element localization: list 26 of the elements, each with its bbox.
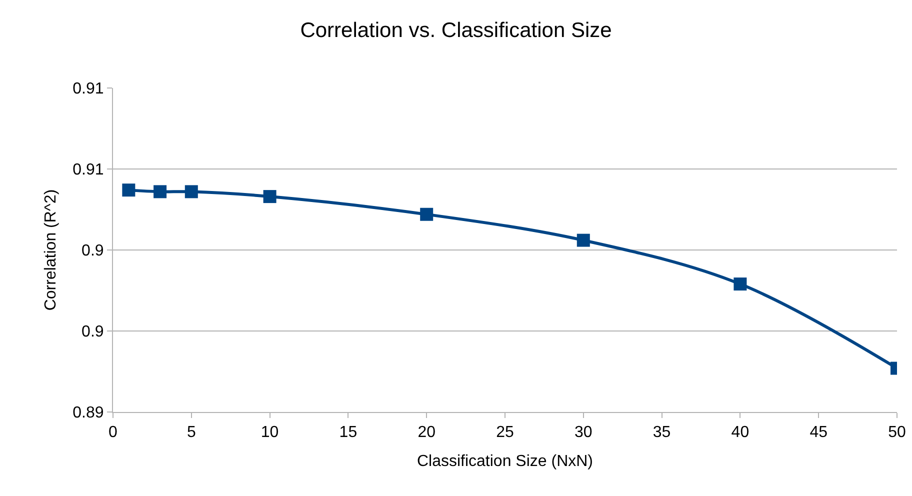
x-tick-label: 10 — [260, 424, 279, 442]
point — [154, 185, 167, 198]
x-tick-label: 30 — [574, 424, 592, 442]
x-tick-label: 35 — [652, 424, 671, 442]
x-tick-label: 50 — [888, 424, 906, 442]
point — [263, 190, 276, 204]
y-tick-label: 0.91 — [72, 162, 104, 179]
x-tick-label: 20 — [418, 424, 436, 442]
point — [420, 208, 434, 221]
x-tick-label: 5 — [186, 424, 196, 442]
x-tick-label: 45 — [810, 424, 828, 442]
x-tick-label: 0 — [108, 424, 118, 442]
x-tick-label: 25 — [496, 424, 514, 442]
point — [122, 184, 136, 197]
point — [184, 185, 198, 198]
point — [734, 278, 747, 291]
chart-title: Correlation vs. Classification Size — [300, 19, 612, 42]
x-tick-label: 40 — [731, 424, 750, 442]
y-tick-label: 0.9 — [82, 242, 104, 260]
y-tick-label: 0.9 — [82, 324, 104, 341]
x-tick-label: 15 — [339, 424, 358, 442]
y-axis-title: Correlation (R^2) — [42, 189, 60, 311]
x-axis-title: Classification Size (NxN) — [416, 452, 594, 470]
point — [576, 234, 590, 247]
y-tick-label: 0.89 — [72, 404, 104, 422]
y-tick-label: 0.91 — [72, 80, 104, 98]
